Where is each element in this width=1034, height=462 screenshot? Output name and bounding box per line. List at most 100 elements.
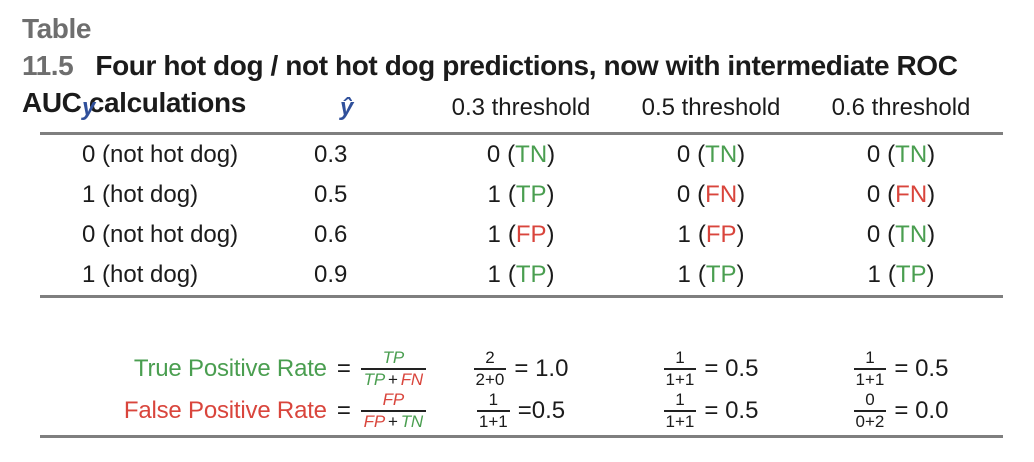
fpr-row: False Positive Rate = FP FP + TN 1 1+1 =0.5…: [40, 390, 1003, 432]
fraction-denominator: TP + FN: [360, 368, 426, 390]
col-header-threshold-06: 0.6 threshold: [831, 94, 971, 121]
close-paren: ): [927, 221, 936, 248]
outcome-tag: TP: [515, 261, 547, 288]
yhat-cell: 0.6: [314, 221, 348, 248]
outcome-tag: FN: [705, 181, 738, 208]
open-paren: (: [507, 181, 516, 208]
tpr-formula-fraction: TP TP + FN: [360, 348, 426, 390]
open-paren: (: [697, 181, 706, 208]
tpr-definition: True Positive Rate = TP TP + FN: [82, 348, 426, 390]
col-header-threshold-03: 0.3 threshold: [451, 94, 591, 121]
close-paren: ): [926, 261, 935, 288]
close-paren: ): [546, 221, 555, 248]
close-paren: ): [737, 181, 746, 208]
open-paren: (: [887, 221, 896, 248]
open-paren: (: [507, 141, 516, 168]
y-cell: 0 (not hot dog): [82, 221, 239, 248]
prediction-cell: 1 (TP): [487, 181, 555, 208]
table-caption: Table 11.5 Four hot dog / not hot dog pre…: [22, 10, 1022, 121]
col-header-threshold-05: 0.5 threshold: [641, 94, 781, 121]
fpr-threshold-03-cell: 1 1+1 =0.5: [426, 390, 616, 432]
fpr-result-03: =0.5: [517, 397, 566, 425]
y-cell: 0 (not hot dog): [82, 141, 239, 168]
tpr-threshold-03-cell: 2 2+0 = 1.0: [426, 348, 616, 390]
open-paren: (: [697, 141, 706, 168]
tpr-result-05: = 0.5: [704, 355, 759, 383]
open-paren: (: [887, 141, 896, 168]
table-row-1: 0 (not hot dog) 0.3 0 (TN) 0 (TN) 0 (TN): [40, 135, 1003, 175]
outcome-tag: TP: [895, 261, 927, 288]
open-paren: (: [507, 221, 516, 248]
outcome-tag: TN: [705, 141, 738, 168]
fpr-fraction-06: 0 0+2: [853, 390, 887, 432]
spacer: [40, 298, 1003, 348]
prediction-cell: 0 (TN): [676, 141, 746, 168]
tpr-threshold-06-cell: 1 1+1 = 0.5: [806, 348, 996, 390]
prediction-cell: 0 (FN): [676, 181, 746, 208]
close-paren: ): [547, 141, 556, 168]
open-paren: (: [887, 261, 896, 288]
outcome-tag: TP: [515, 181, 547, 208]
open-paren: (: [697, 221, 706, 248]
table-row-4: 1 (hot dog) 0.9 1 (TP) 1 (TP) 1 (TP): [40, 255, 1003, 295]
fpr-threshold-05-cell: 1 1+1 = 0.5: [616, 390, 806, 432]
prediction-cell: 1 (TP): [677, 261, 745, 288]
close-paren: ): [736, 221, 745, 248]
close-paren: ): [736, 261, 745, 288]
prediction-cell: 1 (TP): [867, 261, 935, 288]
table-row-3: 0 (not hot dog) 0.6 1 (FP) 1 (FP) 0 (TN): [40, 215, 1003, 255]
close-paren: ): [927, 141, 936, 168]
close-paren: ): [546, 181, 555, 208]
fpr-threshold-06-cell: 0 0+2 = 0.0: [806, 390, 996, 432]
roc-auc-table: y ŷ 0.3 threshold 0.5 threshold 0.6 thre…: [40, 84, 1003, 438]
prediction-cell: 1 (FP): [487, 221, 555, 248]
prediction-cell: 0 (TN): [866, 221, 936, 248]
tpr-fraction-06: 1 1+1: [853, 348, 887, 390]
col-header-yhat: ŷ: [340, 94, 354, 121]
fpr-result-05: = 0.5: [704, 397, 759, 425]
body-rule: [40, 295, 1003, 298]
outcome-tag: TN: [895, 141, 928, 168]
fpr-result-06: = 0.0: [894, 397, 949, 425]
yhat-cell: 0.5: [314, 181, 348, 208]
bottom-rule: [40, 435, 1003, 438]
close-paren: ): [927, 181, 936, 208]
prediction-cell: 0 (TN): [486, 141, 556, 168]
outcome-tag: TN: [895, 221, 928, 248]
outcome-tag: FN: [895, 181, 928, 208]
header-row: y ŷ 0.3 threshold 0.5 threshold 0.6 thre…: [40, 84, 1003, 132]
fpr-definition: False Positive Rate = FP FP + TN: [82, 390, 426, 432]
tpr-fraction-05: 1 1+1: [663, 348, 697, 390]
prediction-cell: 1 (TP): [487, 261, 555, 288]
fpr-label: False Positive Rate: [123, 397, 327, 425]
col-header-y: y: [82, 94, 96, 121]
header-rule: [40, 132, 1003, 135]
yhat-cell: 0.9: [314, 261, 348, 288]
fpr-fraction-05: 1 1+1: [663, 390, 697, 432]
yhat-cell: 0.3: [314, 141, 348, 168]
y-cell: 1 (hot dog): [82, 181, 199, 208]
table-number: Table 11.5: [22, 13, 92, 81]
tpr-fraction-03: 2 2+0: [473, 348, 507, 390]
prediction-cell: 0 (TN): [866, 141, 936, 168]
prediction-cell: 1 (FP): [677, 221, 745, 248]
fpr-fraction-03: 1 1+1: [476, 390, 510, 432]
outcome-tag: TN: [515, 141, 548, 168]
table-row-2: 1 (hot dog) 0.5 1 (TP) 0 (FN) 0 (FN): [40, 175, 1003, 215]
equals-sign: =: [336, 355, 351, 383]
open-paren: (: [697, 261, 706, 288]
tpr-result-03: = 1.0: [514, 355, 569, 383]
outcome-tag: TP: [705, 261, 737, 288]
fpr-formula-fraction: FP FP + TN: [360, 390, 426, 432]
fraction-numerator: FP: [382, 390, 405, 409]
tpr-label: True Positive Rate: [133, 355, 327, 383]
close-paren: ): [546, 261, 555, 288]
outcome-tag: FP: [705, 221, 737, 248]
prediction-cell: 0 (FN): [866, 181, 936, 208]
outcome-tag: FP: [515, 221, 547, 248]
tpr-row: True Positive Rate = TP TP + FN 2 2+0 = 1.0…: [40, 348, 1003, 390]
equals-sign: =: [336, 397, 351, 425]
fraction-denominator: FP + TN: [360, 410, 426, 432]
y-cell: 1 (hot dog): [82, 261, 199, 288]
caption-line-1: Four hot dog / not hot dog predictions, …: [95, 50, 958, 81]
